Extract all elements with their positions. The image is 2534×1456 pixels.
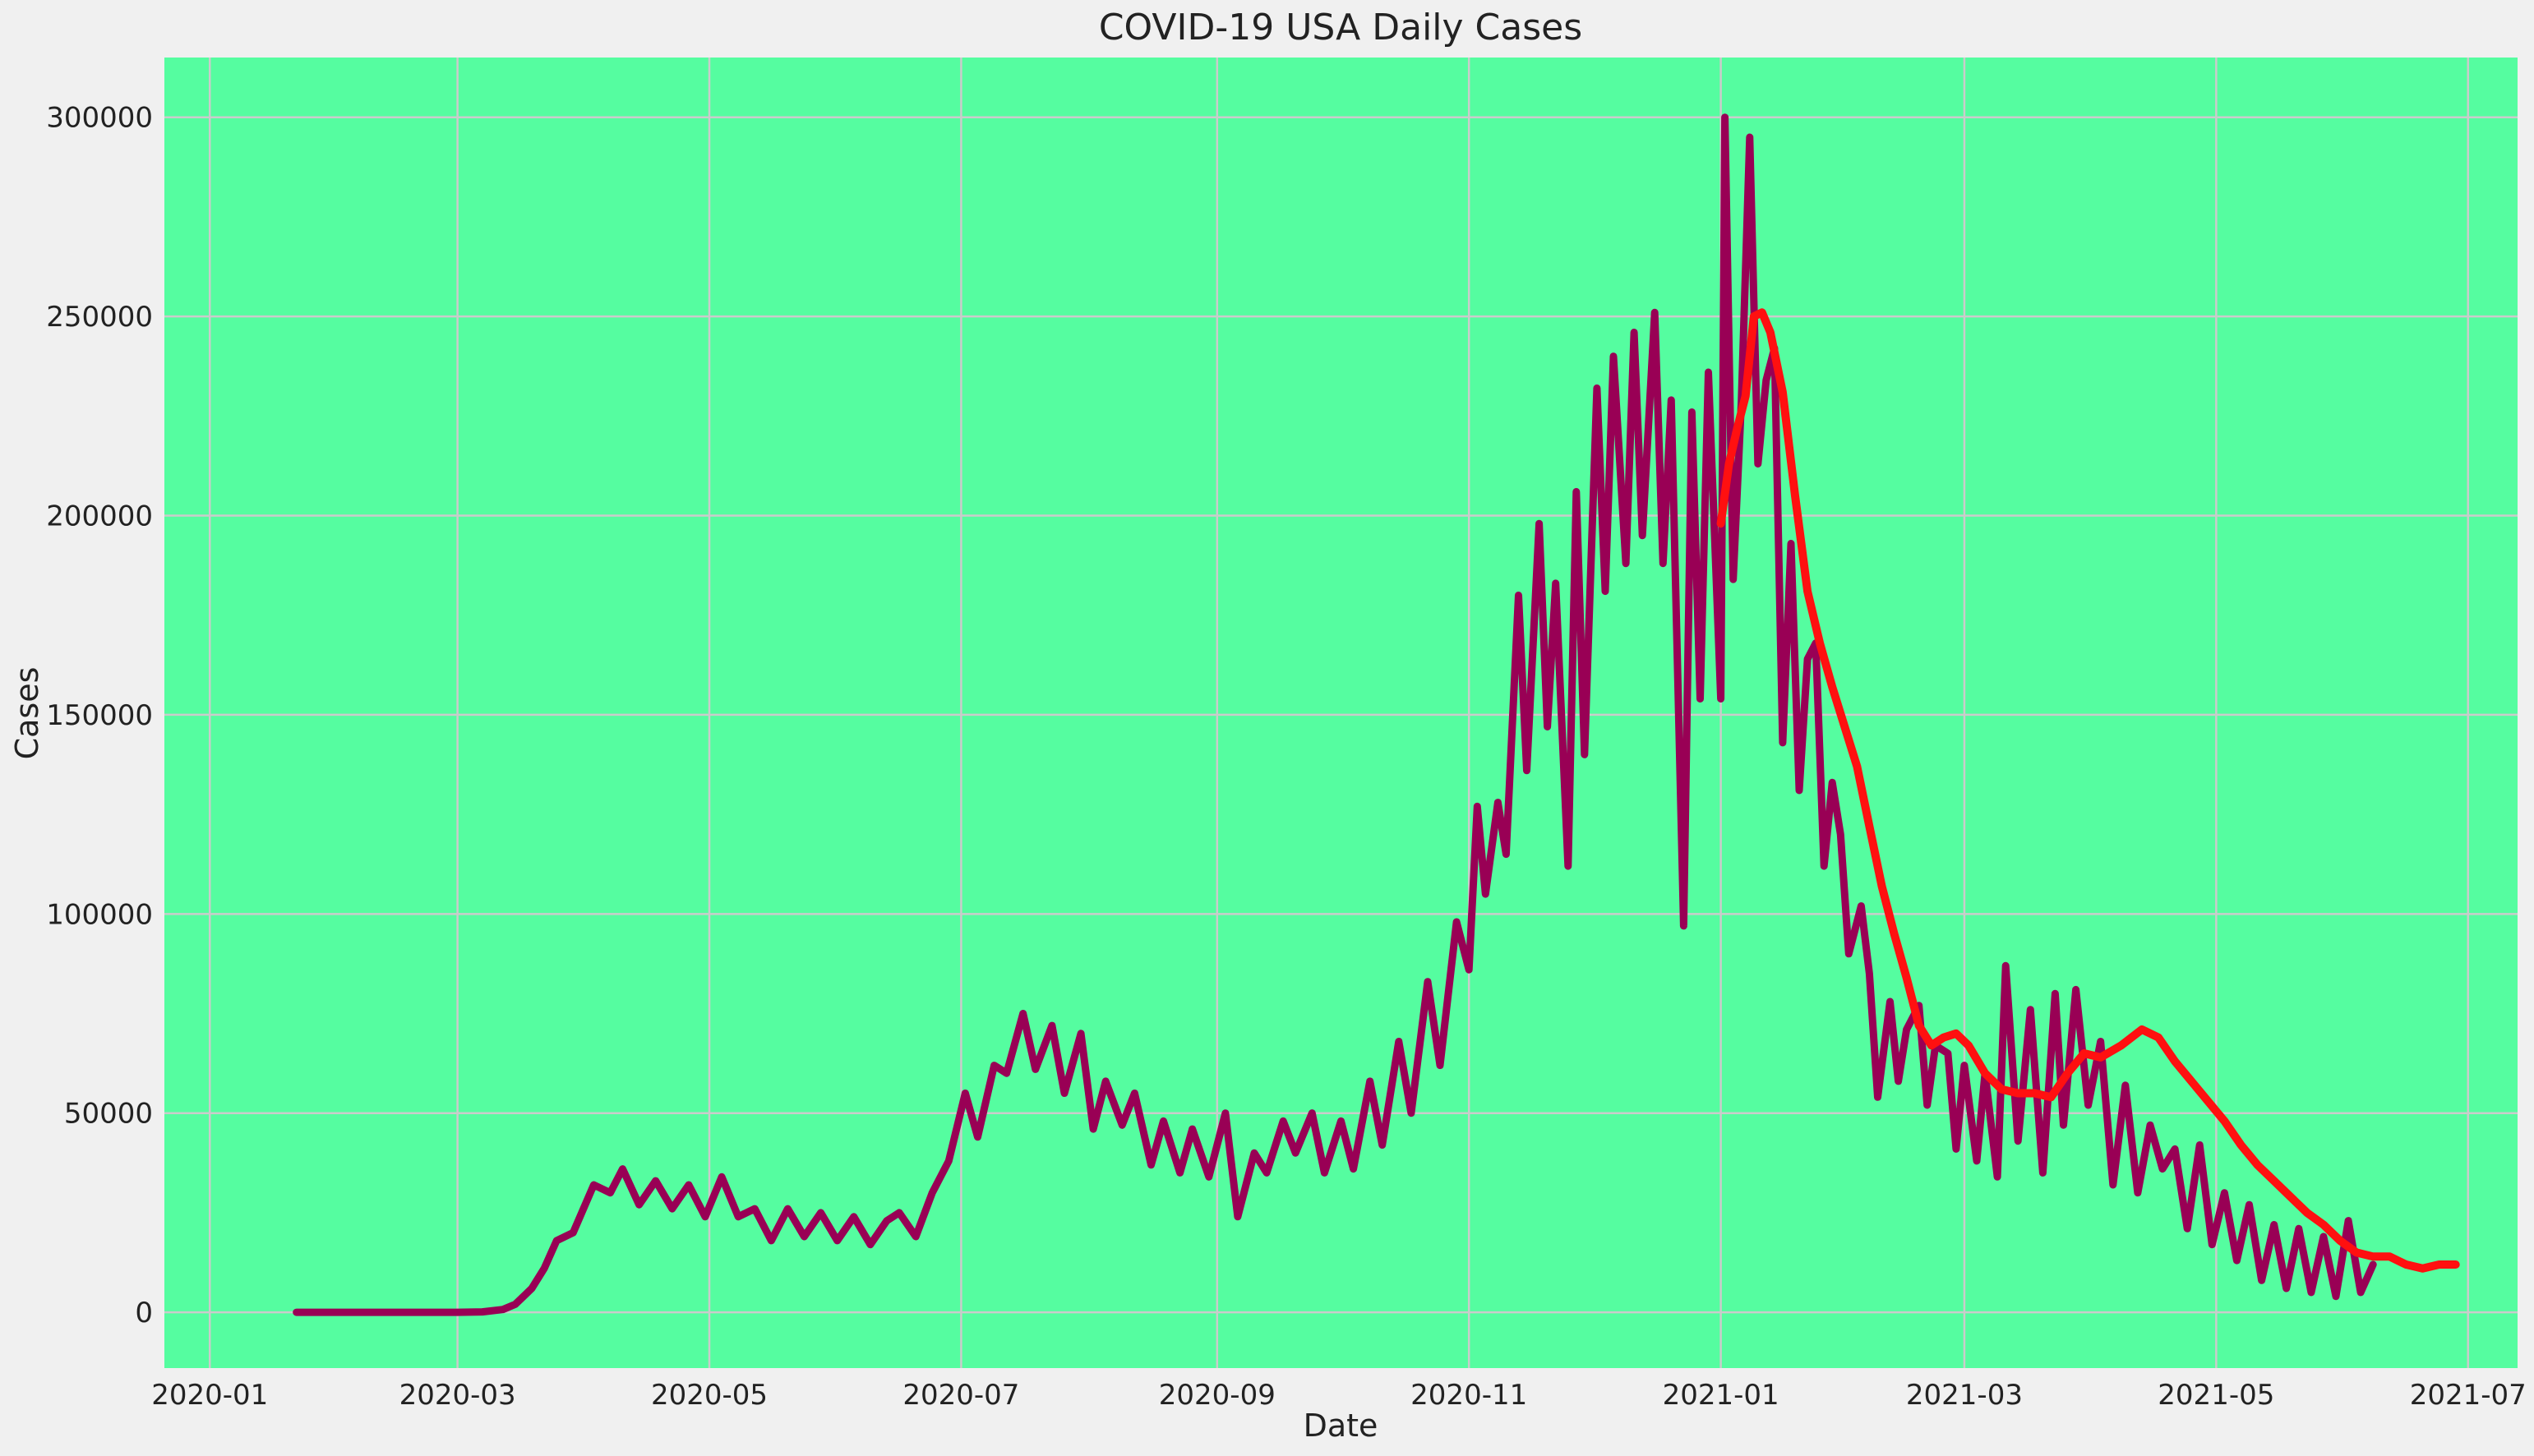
x-tick-label: 2020-07 xyxy=(902,1379,1019,1412)
y-axis: 0 50000 100000 150000 200000 250000 300000 xyxy=(46,102,153,1329)
x-tick-label: 2020-01 xyxy=(151,1379,268,1412)
y-tick-label: 0 xyxy=(135,1297,153,1329)
y-tick-label: 200000 xyxy=(46,500,153,533)
x-tick-label: 2021-07 xyxy=(2410,1379,2527,1412)
y-tick-label: 50000 xyxy=(64,1098,153,1131)
y-tick-label: 250000 xyxy=(46,301,153,334)
x-tick-label: 2021-03 xyxy=(1906,1379,2023,1412)
x-tick-label: 2021-01 xyxy=(1663,1379,1779,1412)
x-tick-label: 2020-09 xyxy=(1159,1379,1276,1412)
x-axis-label: Date xyxy=(1304,1408,1378,1444)
rolling-average-line xyxy=(1716,308,2460,1273)
x-axis: 2020-01 2020-03 2020-05 2020-07 2020-09 2020-… xyxy=(151,1379,2527,1412)
daily-cases-line xyxy=(293,113,2377,1316)
x-tick-label: 2020-03 xyxy=(399,1379,516,1412)
gridlines xyxy=(164,58,2518,1368)
x-tick-label: 2020-05 xyxy=(651,1379,768,1412)
series-layer xyxy=(293,113,2460,1316)
y-tick-label: 300000 xyxy=(46,102,153,135)
y-tick-label: 100000 xyxy=(46,898,153,931)
x-tick-label: 2020-11 xyxy=(1410,1379,1527,1412)
y-axis-label: Cases xyxy=(9,667,45,760)
chart-title: COVID-19 USA Daily Cases xyxy=(1099,7,1582,48)
y-tick-label: 150000 xyxy=(46,699,153,732)
x-tick-label: 2021-05 xyxy=(2158,1379,2274,1412)
plot-area xyxy=(164,58,2518,1368)
